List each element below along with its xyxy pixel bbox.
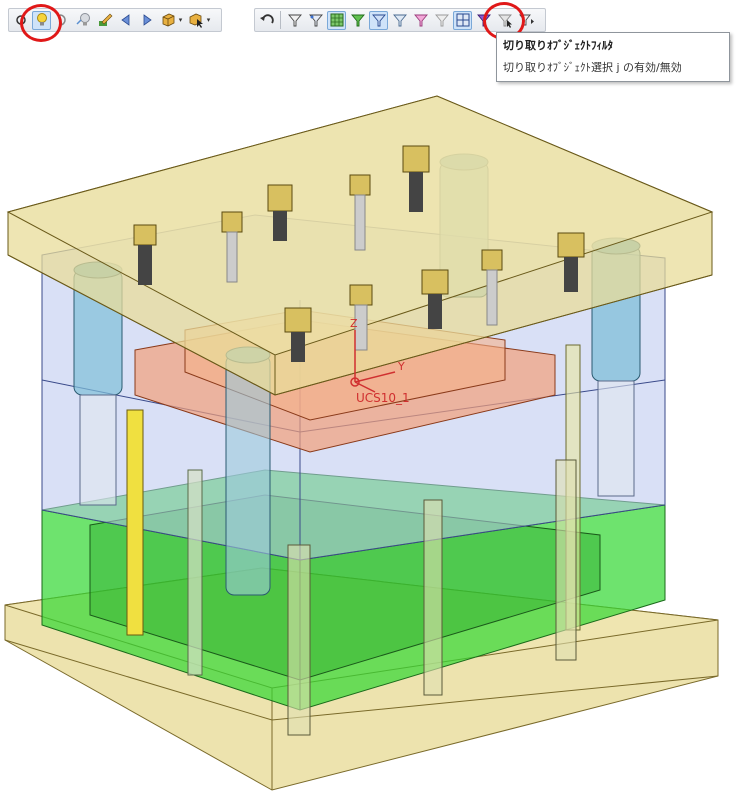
chevron-down-icon[interactable]: ▾ xyxy=(178,16,183,24)
filter-array-button[interactable] xyxy=(453,10,472,30)
filter-green-icon xyxy=(350,14,365,27)
filter-box-button[interactable] xyxy=(369,10,388,30)
cap-screw[interactable] xyxy=(133,224,157,285)
cap-screw[interactable] xyxy=(349,284,373,351)
select-box-button[interactable] xyxy=(186,11,205,30)
ucs-y-label: Y xyxy=(397,360,405,373)
hide-button[interactable] xyxy=(74,11,93,30)
mold-assembly-viewport[interactable]: Z Y UCS10_1 xyxy=(0,88,743,801)
lightbulb-icon xyxy=(36,13,47,26)
filter-grid-icon xyxy=(330,13,343,27)
cap-screw[interactable] xyxy=(557,232,585,292)
filter-box-icon xyxy=(371,14,386,27)
cap-screw[interactable] xyxy=(349,174,371,251)
filter-grey-button[interactable] xyxy=(432,11,451,30)
snap-point-button[interactable] xyxy=(11,11,30,30)
ucs-z-label: Z xyxy=(350,317,358,330)
filter-icon xyxy=(287,14,302,27)
select-box-icon xyxy=(189,13,203,28)
filter-select-icon xyxy=(308,14,323,27)
filter-more-icon xyxy=(518,14,534,26)
filter-green-button[interactable] xyxy=(348,11,367,30)
pencil-edit-icon xyxy=(98,13,112,26)
cap-screw[interactable] xyxy=(284,307,312,362)
general-filter-button[interactable] xyxy=(285,11,304,30)
next-button[interactable] xyxy=(137,11,156,30)
show-hide-toggle-button[interactable] xyxy=(32,10,51,30)
lightbulb-off-icon xyxy=(75,13,90,26)
cutout-object-filter-icon xyxy=(497,14,512,28)
cap-screw[interactable] xyxy=(481,249,503,326)
cap-screw[interactable] xyxy=(421,269,449,329)
chevron-down-icon[interactable]: ▾ xyxy=(206,16,211,24)
cutout-object-filter-button[interactable] xyxy=(495,11,514,30)
snap-point-icon xyxy=(15,15,26,25)
tooltip-title: 切り取りｵﾌﾞｼﾞｪｸﾄﾌｨﾙﾀ xyxy=(503,39,613,52)
edit-part-button[interactable] xyxy=(95,11,114,30)
filter-array-icon xyxy=(456,13,469,27)
filter-purple-icon xyxy=(476,14,491,27)
ejector-pins[interactable] xyxy=(126,344,581,736)
filter-grey-icon xyxy=(434,14,449,27)
undo-arrow-icon xyxy=(259,14,274,24)
cap-screw[interactable] xyxy=(221,211,243,283)
filter-plane-button[interactable] xyxy=(390,11,409,30)
filter-grid-button[interactable] xyxy=(327,10,346,30)
view-toolbar: ▾ ▾ xyxy=(8,8,222,32)
filter-select-button[interactable] xyxy=(306,11,325,30)
selection-filter-toolbar xyxy=(254,8,546,32)
arrow-left-icon xyxy=(120,14,129,26)
ucs-triad[interactable]: Z Y UCS10_1 xyxy=(350,317,410,405)
filter-purple-button[interactable] xyxy=(474,11,493,30)
tooltip-description: 切り取りｵﾌﾞｼﾞｪｸﾄ選択 j の有効/無効 xyxy=(503,61,682,74)
filter-more-button[interactable] xyxy=(516,11,535,30)
partial-circle-icon xyxy=(59,14,66,26)
ucs-name-label: UCS10_1 xyxy=(356,391,410,405)
filter-pink-icon xyxy=(413,14,428,27)
cube-view-icon xyxy=(162,13,174,27)
cap-screw[interactable] xyxy=(267,184,293,241)
cap-screws[interactable] xyxy=(133,145,585,362)
undo-selection-button[interactable] xyxy=(257,11,276,30)
partial-show-button[interactable] xyxy=(53,11,72,30)
filter-pink-button[interactable] xyxy=(411,11,430,30)
previous-button[interactable] xyxy=(116,11,135,30)
filter-plane-icon xyxy=(392,14,407,27)
toolbar-divider xyxy=(280,11,281,29)
tooltip: 切り取りｵﾌﾞｼﾞｪｸﾄﾌｨﾙﾀ 切り取りｵﾌﾞｼﾞｪｸﾄ選択 j の有効/無効 xyxy=(496,32,730,82)
cap-screw[interactable] xyxy=(402,145,430,212)
view-cube-button[interactable] xyxy=(158,11,177,30)
arrow-right-icon xyxy=(143,14,152,26)
